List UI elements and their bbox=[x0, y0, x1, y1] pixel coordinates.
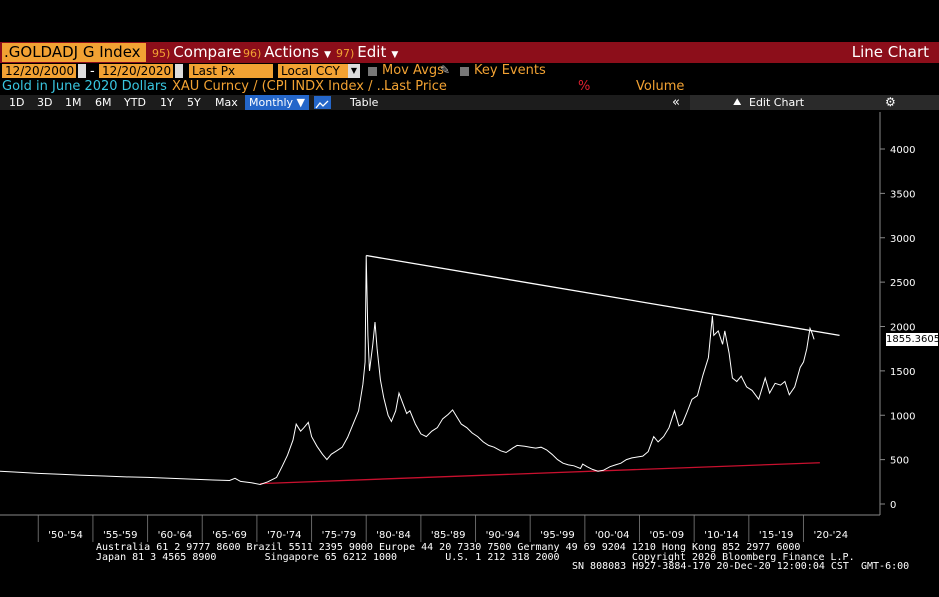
edit-label: Edit bbox=[357, 43, 387, 61]
y-tick-label: 4000 bbox=[890, 145, 915, 156]
date-separator: - bbox=[90, 64, 95, 79]
y-axis: 0 500 1000 1500 2000 2500 3000 3500 4000 bbox=[880, 145, 915, 511]
period-5y[interactable]: 5Y bbox=[187, 96, 201, 109]
price-chart[interactable]: '50-'54 '55-'59 '60-'64 '65-'69 '70-'74 '75-'… bbox=[0, 112, 939, 544]
settings-gear-icon[interactable]: ⚙ bbox=[885, 95, 896, 109]
period-3d[interactable]: 3D bbox=[37, 96, 53, 109]
edit-menu[interactable]: 97) Edit ▼ bbox=[336, 43, 398, 62]
x-tick-label: '80-'84 bbox=[376, 530, 411, 541]
x-tick-label: '05-'09 bbox=[650, 530, 685, 541]
mov-avgs-checkbox[interactable] bbox=[368, 67, 377, 76]
period-1d[interactable]: 1D bbox=[9, 96, 25, 109]
y-tick-label: 3500 bbox=[890, 189, 915, 200]
last-value-label: 1855.3605 bbox=[886, 333, 939, 346]
x-tick-label: '10-'14 bbox=[704, 530, 739, 541]
security-formula: XAU Curncy / (CPI INDX Index / ... bbox=[172, 79, 389, 94]
footer-session-info: SN 808083 H927-3884-170 20-Dec-20 12:00:… bbox=[572, 561, 910, 572]
x-tick-label: '85-'89 bbox=[431, 530, 466, 541]
currency-select[interactable]: Local CCY bbox=[278, 64, 348, 78]
period-max[interactable]: Max bbox=[215, 96, 238, 109]
resistance-trendline bbox=[366, 254, 840, 337]
collapse-icon[interactable]: « bbox=[672, 95, 680, 110]
x-tick-label: '90-'94 bbox=[486, 530, 521, 541]
line-chart-icon[interactable] bbox=[314, 96, 331, 109]
period-1y[interactable]: 1Y bbox=[160, 96, 174, 109]
x-tick-label: '75-'79 bbox=[322, 530, 357, 541]
y-tick-label: 0 bbox=[890, 500, 896, 511]
actions-shortcut: 96) bbox=[243, 47, 262, 60]
currency-dropdown-icon[interactable]: ▼ bbox=[348, 64, 360, 78]
compare-shortcut: 95) bbox=[152, 47, 171, 60]
y-tick-label: 500 bbox=[890, 456, 909, 467]
actions-menu[interactable]: 96) Actions ▼ bbox=[243, 43, 331, 62]
mov-avgs-label[interactable]: Mov Avgs bbox=[382, 63, 444, 78]
compare-label: Compare bbox=[173, 43, 242, 61]
start-calendar-icon[interactable] bbox=[78, 64, 86, 78]
x-tick-label: '00-'04 bbox=[595, 530, 630, 541]
price-field-select[interactable]: Last Px bbox=[189, 64, 273, 78]
actions-dropdown-icon: ▼ bbox=[324, 50, 332, 60]
end-calendar-icon[interactable] bbox=[175, 64, 183, 78]
period-6m[interactable]: 6M bbox=[95, 96, 112, 109]
footer-contacts-line2: Japan 81 3 4565 8900 Singapore 65 6212 1… bbox=[96, 552, 855, 563]
x-tick-label: '65-'69 bbox=[212, 530, 247, 541]
y-tick-label: 1000 bbox=[890, 411, 915, 422]
key-events-label[interactable]: Key Events bbox=[474, 63, 546, 78]
period-1m[interactable]: 1M bbox=[65, 96, 82, 109]
title-bar bbox=[0, 42, 939, 63]
ticker-field[interactable]: .GOLDADJ G Index bbox=[2, 43, 146, 62]
x-tick-label: '95-'99 bbox=[540, 530, 575, 541]
percent-legend: % bbox=[578, 79, 591, 94]
pencil-icon[interactable]: ✎ bbox=[440, 63, 451, 77]
volume-legend: Volume bbox=[636, 79, 685, 94]
edit-shortcut: 97) bbox=[336, 47, 355, 60]
footer-contacts-line1: Australia 61 2 9777 8600 Brazil 5511 239… bbox=[96, 542, 801, 553]
y-tick-label: 1500 bbox=[890, 367, 915, 378]
edit-dropdown-icon: ▼ bbox=[391, 50, 399, 60]
support-trendline bbox=[260, 462, 820, 485]
x-tick-label: '55-'59 bbox=[103, 530, 138, 541]
y-tick-label: 2000 bbox=[890, 323, 915, 334]
frequency-select[interactable]: Monthly ▼ bbox=[245, 95, 309, 110]
last-price-legend: Last Price bbox=[384, 79, 447, 94]
y-tick-label: 2500 bbox=[890, 278, 915, 289]
x-tick-label: '15-'19 bbox=[759, 530, 794, 541]
y-tick-label: 3000 bbox=[890, 234, 915, 245]
x-tick-label: '60-'64 bbox=[158, 530, 193, 541]
period-ytd[interactable]: YTD bbox=[124, 96, 146, 109]
x-tick-label: '20-'24 bbox=[814, 530, 849, 541]
edit-chart-button[interactable]: Edit Chart bbox=[749, 96, 805, 109]
security-name: Gold in June 2020 Dollars bbox=[2, 79, 167, 94]
x-axis: '50-'54 '55-'59 '60-'64 '65-'69 '70-'74 '75-'… bbox=[37, 515, 849, 542]
price-series-line bbox=[0, 255, 815, 486]
x-tick-label: '50-'54 bbox=[48, 530, 83, 541]
end-date-input[interactable]: 12/20/2020 bbox=[99, 64, 173, 78]
key-events-checkbox[interactable] bbox=[460, 67, 469, 76]
table-button[interactable]: Table bbox=[350, 96, 379, 109]
compare-menu[interactable]: 95) Compare bbox=[152, 43, 241, 62]
x-tick-label: '70-'74 bbox=[267, 530, 302, 541]
actions-label: Actions bbox=[264, 43, 320, 61]
edit-chart-icon[interactable]: ⛰ bbox=[733, 97, 742, 108]
start-date-input[interactable]: 12/20/2000 bbox=[2, 64, 76, 78]
edit-chart-bar bbox=[690, 95, 939, 110]
chart-type-label: Line Chart bbox=[851, 43, 929, 61]
